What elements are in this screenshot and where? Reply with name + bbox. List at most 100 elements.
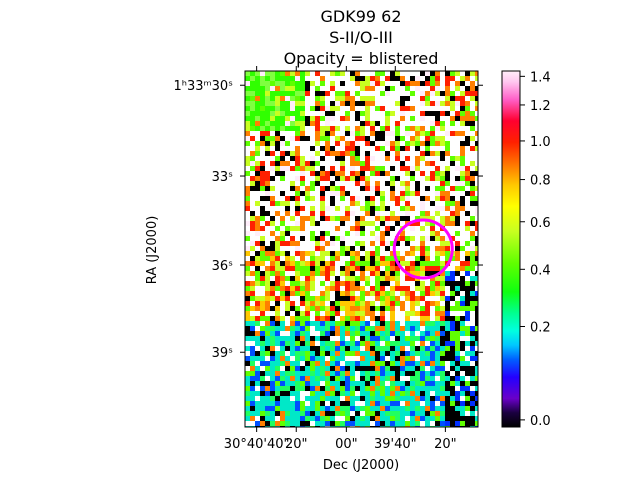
image-pixel [445,291,450,296]
image-pixel [430,111,435,116]
image-pixel [440,401,445,406]
image-pixel [465,276,470,281]
image-pixel [350,306,355,311]
image-pixel [470,81,475,86]
image-pixel [325,341,330,346]
image-pixel [450,171,455,176]
image-pixel [410,271,415,276]
image-pixel [395,131,400,136]
image-pixel [385,191,390,196]
image-pixel [450,286,455,291]
image-pixel [290,266,295,271]
image-pixel [465,116,470,121]
image-pixel [310,266,315,271]
image-pixel [340,241,345,246]
image-pixel [360,276,365,281]
image-pixel [340,311,345,316]
image-pixel [395,116,400,121]
image-pixel [475,261,478,266]
image-pixel [355,91,360,96]
image-pixel [250,271,255,276]
image-pixel [280,171,285,176]
image-pixel [445,86,450,91]
image-pixel [305,81,310,86]
image-pixel [450,391,455,396]
image-pixel [260,291,265,296]
image-pixel [425,256,430,261]
image-pixel [265,106,270,111]
image-pixel [370,106,375,111]
image-pixel [455,301,460,306]
image-pixel [405,241,410,246]
image-pixel [340,86,345,91]
image-pixel [440,301,445,306]
image-pixel [375,176,380,181]
image-pixel [300,231,305,236]
image-pixel [325,406,330,411]
image-pixel [385,146,390,151]
image-pixel [315,391,320,396]
image-pixel [280,416,285,421]
image-pixel [405,71,410,76]
image-pixel [445,346,450,351]
image-pixel [400,81,405,86]
image-pixel [360,286,365,291]
image-pixel [355,271,360,276]
image-pixel [405,76,410,81]
image-pixel [395,206,400,211]
image-pixel [445,371,450,376]
image-pixel [380,146,385,151]
image-pixel [355,126,360,131]
image-pixel [385,166,390,171]
image-pixel [335,111,340,116]
image-pixel [365,406,370,411]
image-pixel [300,91,305,96]
image-pixel [440,156,445,161]
colorbar-tick-label: 0.6 [530,216,551,231]
image-pixel [440,171,445,176]
image-pixel [370,251,375,256]
image-pixel [250,181,255,186]
image-pixel [295,361,300,366]
image-pixel [260,366,265,371]
image-pixel [310,406,315,411]
image-pixel [445,331,450,336]
image-pixel [385,156,390,161]
image-pixel [250,186,255,191]
image-pixel [270,396,275,401]
image-pixel [285,311,290,316]
image-pixel [465,361,470,366]
image-pixel [315,331,320,336]
image-pixel [390,126,395,131]
image-pixel [450,176,455,181]
image-pixel [475,186,478,191]
image-pixel [245,91,250,96]
image-pixel [255,206,260,211]
image-pixel [350,221,355,226]
image-pixel [435,361,440,366]
image-pixel [365,71,370,76]
image-pixel [435,76,440,81]
image-pixel [350,421,355,426]
image-pixel [475,281,478,286]
image-pixel [405,391,410,396]
image-pixel [265,246,270,251]
image-pixel [430,226,435,231]
image-pixel [315,411,320,416]
image-pixel [390,321,395,326]
image-pixel [320,296,325,301]
image-pixel [405,296,410,301]
image-pixel [460,156,465,161]
image-pixel [415,211,420,216]
image-pixel [315,231,320,236]
image-pixel [315,376,320,381]
image-pixel [470,86,475,91]
image-pixel [275,131,280,136]
image-pixel [245,171,250,176]
image-pixel [420,71,425,76]
image-pixel [335,86,340,91]
image-pixel [435,231,440,236]
image-pixel [405,216,410,221]
image-pixel [285,351,290,356]
image-pixel [355,211,360,216]
